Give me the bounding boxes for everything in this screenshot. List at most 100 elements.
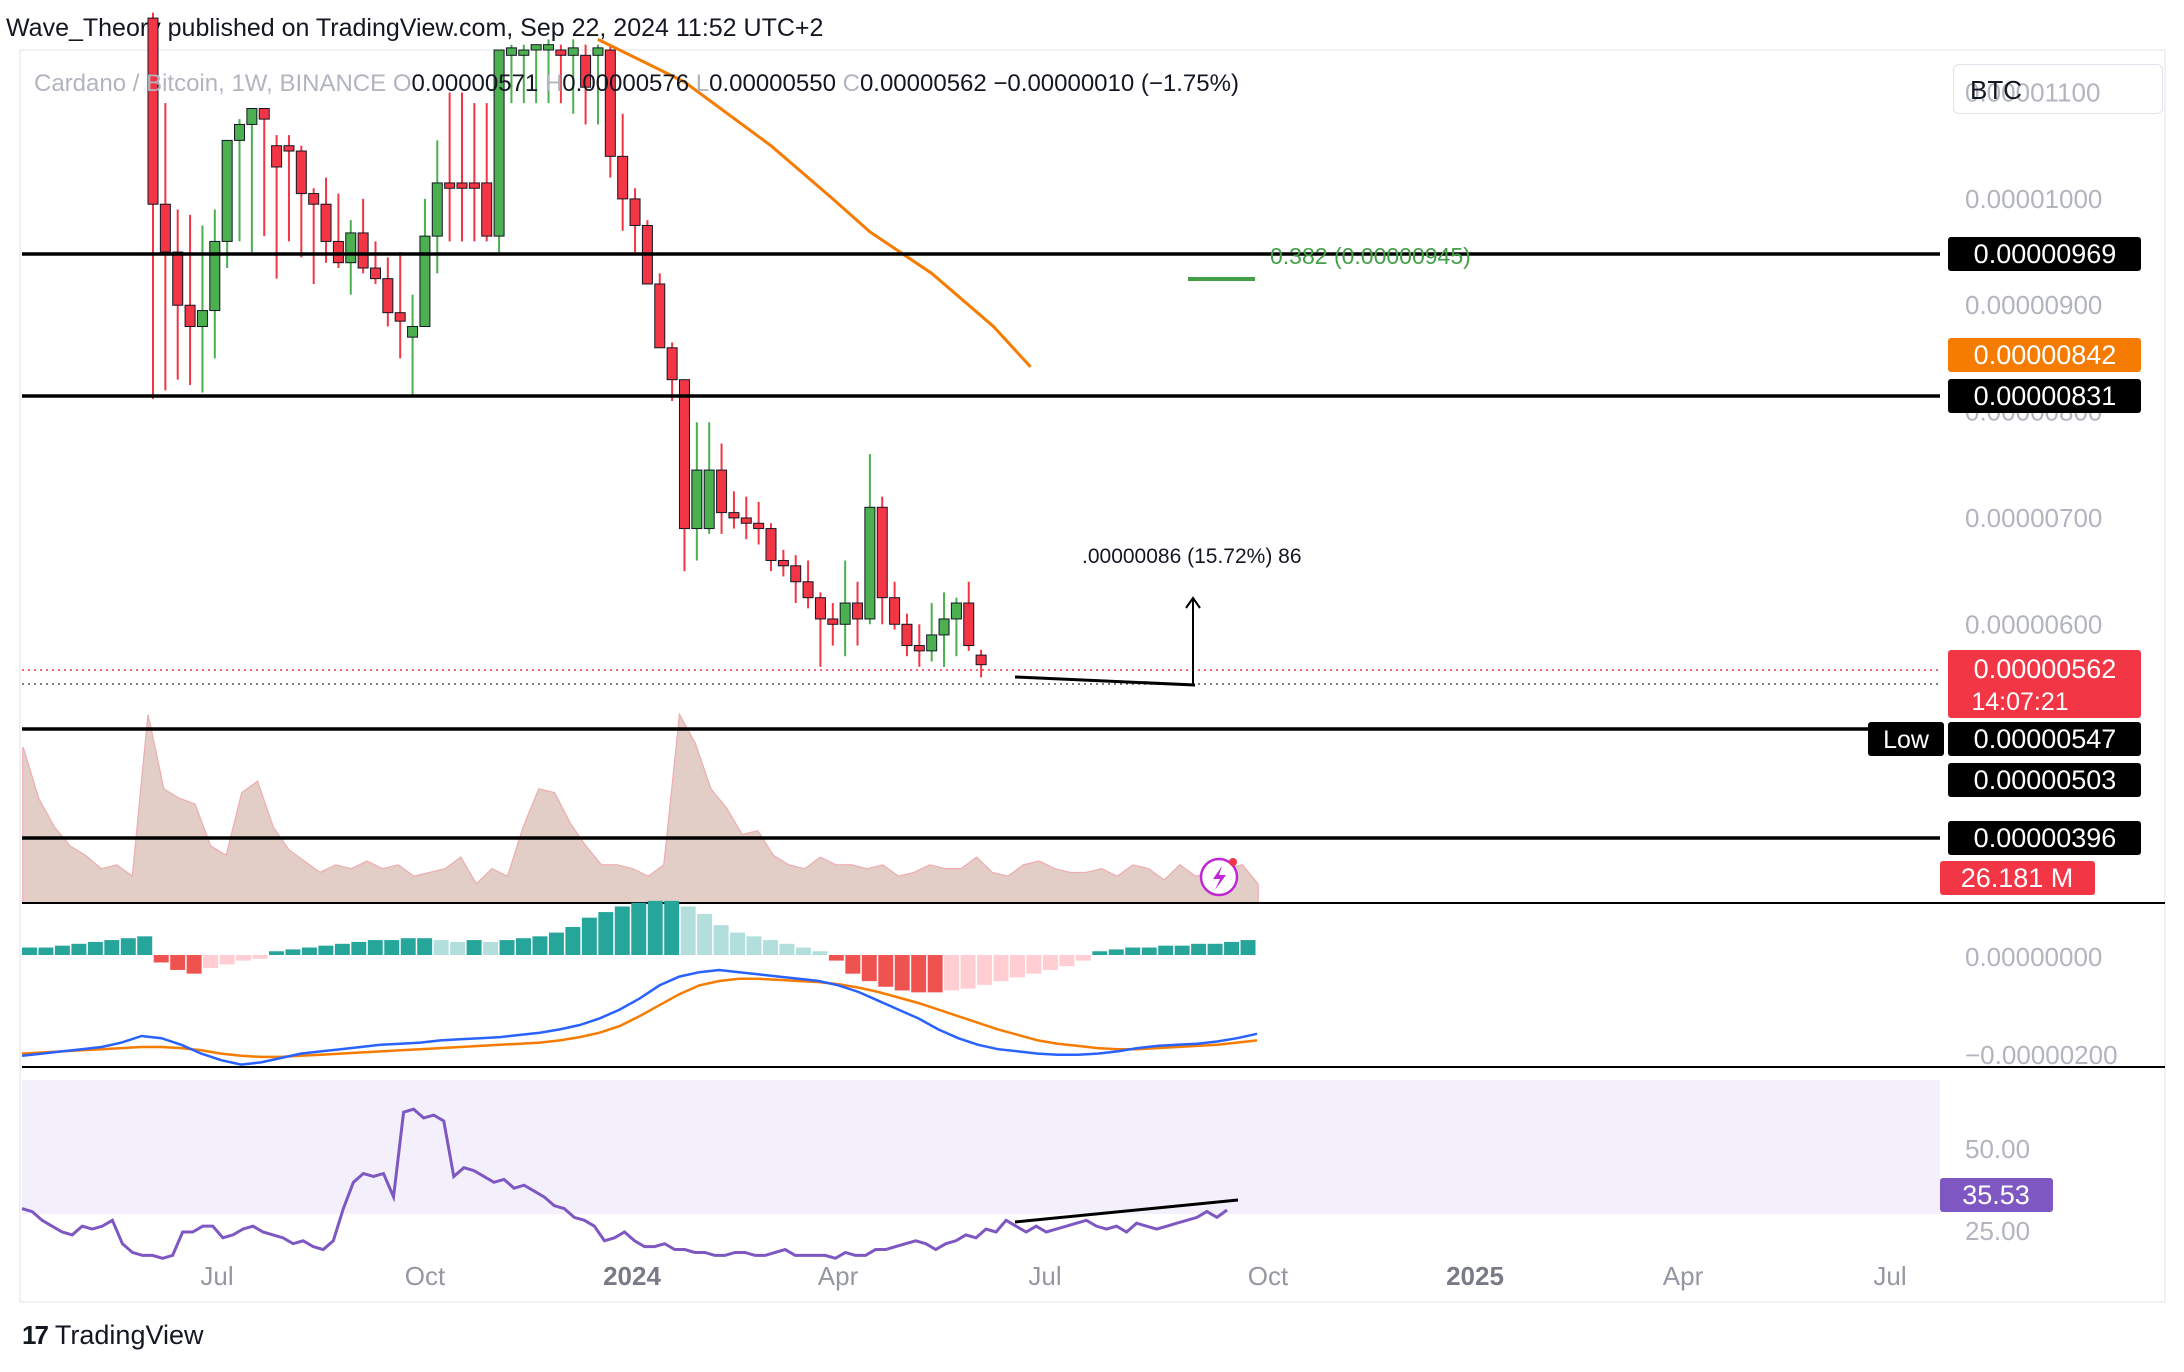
macd-histogram-bar (1174, 945, 1190, 955)
footer-brand-label: TradingView (54, 1320, 204, 1350)
macd-histogram-bar (384, 940, 400, 955)
close-label: C (842, 70, 860, 97)
macd-histogram-bar (153, 955, 169, 963)
candle-body (876, 506, 888, 599)
candle-body (691, 469, 703, 530)
footer-brand[interactable]: 17 TradingView (22, 1320, 204, 1351)
volume-tag: 26.181 M (1961, 863, 2074, 893)
time-axis-label: 2024 (603, 1261, 661, 1291)
macd-histogram-bar (186, 955, 202, 974)
candle-body (827, 618, 839, 625)
macd-histogram-bar (219, 955, 235, 965)
candle-body (666, 347, 678, 381)
macd-histogram-bar (1108, 949, 1124, 955)
candle-body (728, 512, 740, 519)
candle-body (852, 602, 864, 620)
symbol-info: Cardano / Bitcoin, 1W, BINANCE O 0.000005… (34, 70, 1239, 98)
macd-histogram-bar (548, 932, 564, 955)
rsi-line (21, 1107, 1228, 1260)
macd-histogram-bar (285, 949, 301, 955)
candle-body (950, 602, 962, 620)
macd-histogram-bar (878, 955, 894, 987)
candle-body (172, 251, 184, 306)
volume-area-overlay (23, 714, 1258, 903)
volume-area (22, 712, 1259, 904)
price-axis-label: 0.00000700 (1965, 503, 2102, 533)
rsi-value-tag: 35.53 (1962, 1180, 2030, 1210)
high-label: H (544, 70, 563, 97)
macd-histogram-bar (203, 955, 219, 969)
candle-body (814, 597, 826, 620)
candle-body (654, 283, 666, 349)
candle-body (901, 623, 913, 647)
ema-price-tag: 0.00000842 (1974, 340, 2117, 370)
candle-body (147, 17, 159, 205)
macd-histogram-bar (301, 947, 317, 955)
candle-body (295, 150, 307, 195)
candle-body (802, 581, 814, 599)
macd-histogram-bar (1191, 943, 1207, 955)
countdown-timer: 14:07:21 (1971, 688, 2068, 716)
lightning-bolt-icon (1213, 866, 1226, 890)
macd-histogram-bar (1092, 951, 1108, 955)
time-axis-label: Oct (1248, 1261, 1289, 1291)
time-axis-label: Jul (200, 1261, 233, 1291)
close-value: 0.00000562 (859, 70, 987, 97)
time-axis-label: Oct (405, 1261, 446, 1291)
published-header: Wave_Theory published on TradingView.com… (6, 14, 824, 42)
macd-histogram-bar (450, 941, 466, 955)
macd-histogram-bar (598, 912, 614, 955)
candle-body (320, 203, 332, 242)
time-axis-label: Apr (818, 1261, 859, 1291)
rsi-band (22, 1080, 1940, 1214)
macd-histogram-bar (730, 932, 746, 955)
macd-histogram-bar (861, 955, 877, 982)
level-tag-831: 0.00000831 (1974, 381, 2117, 411)
rsi-axis-label: 25.00 (1965, 1216, 2030, 1246)
measure-arrow-icon (1185, 596, 1201, 609)
symbol-name[interactable]: Cardano / Bitcoin, 1W, BINANCE (34, 70, 387, 97)
macd-histogram-bar (351, 941, 367, 955)
macd-histogram-bar (1075, 955, 1091, 961)
candle-body (159, 203, 171, 253)
rsi-axis-label: 50.00 (1965, 1134, 2030, 1164)
candle-body (790, 565, 802, 583)
candle-body (481, 182, 493, 237)
macd-axis-label: −0.00000200 (1965, 1040, 2118, 1070)
candle-body (753, 522, 765, 530)
last-price-tag-bg (1948, 650, 2141, 718)
macd-histogram-bar (1125, 947, 1141, 955)
macd-histogram-bar (944, 955, 960, 991)
macd-histogram-bar (1207, 943, 1223, 955)
ema-line (597, 38, 1032, 368)
candle-body (617, 155, 629, 200)
candle-body (963, 602, 975, 647)
rsi-divergence-line (1014, 1198, 1239, 1224)
level-tag-396-bg (1948, 821, 2141, 855)
low-value: 0.00000550 (709, 70, 836, 97)
open-label: O (392, 70, 412, 97)
candle-body (926, 634, 938, 652)
candle-body (258, 107, 270, 120)
currency-button[interactable]: BTC (1953, 64, 2163, 114)
macd-histogram-bar (22, 947, 37, 955)
macd-histogram-bar (137, 936, 153, 955)
level-tag-969-bg (1948, 237, 2141, 271)
candle-body (604, 49, 616, 157)
candle-body (567, 47, 579, 56)
divergence-line (1014, 675, 1196, 687)
macd-line (21, 968, 1258, 1066)
candle-body (271, 145, 283, 168)
macd-histogram-bar (927, 955, 943, 993)
candle-body (777, 559, 789, 567)
macd-histogram-bar (993, 955, 1009, 982)
candle-body (518, 49, 530, 56)
high-value: 0.00000576 (562, 70, 690, 97)
macd-histogram-bar (334, 943, 350, 955)
candle-body (543, 44, 555, 51)
macd-histogram-bar (812, 951, 828, 955)
macd-histogram-bar (367, 940, 383, 955)
candle-body (419, 235, 431, 328)
macd-histogram-bar (170, 955, 186, 970)
